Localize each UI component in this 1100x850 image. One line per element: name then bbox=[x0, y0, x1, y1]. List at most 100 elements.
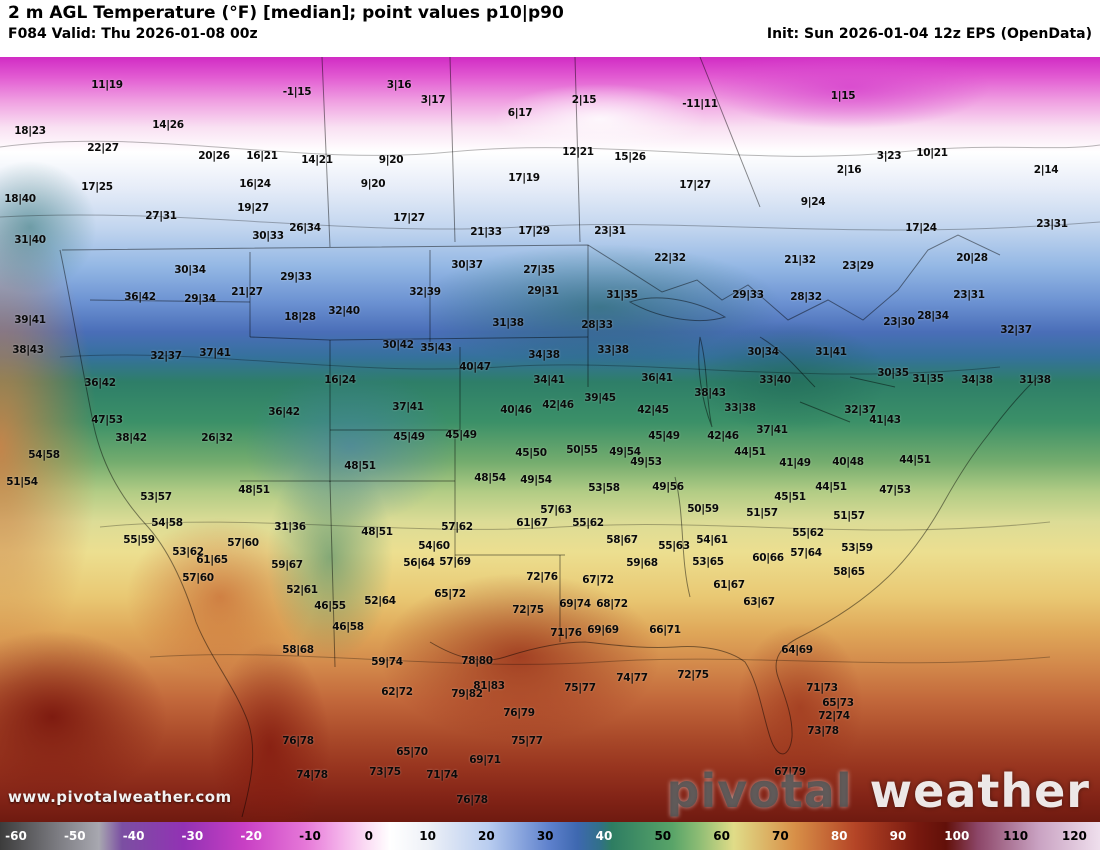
point-value: 65|73 bbox=[822, 697, 854, 709]
point-value: 36|41 bbox=[641, 372, 673, 384]
point-value: 42|46 bbox=[542, 399, 574, 411]
point-value: 55|62 bbox=[572, 517, 604, 529]
point-value: 44|51 bbox=[815, 481, 847, 493]
point-value: 11|19 bbox=[91, 79, 123, 91]
point-value: 40|46 bbox=[500, 404, 532, 416]
point-value: 57|60 bbox=[182, 572, 214, 584]
point-value: 59|68 bbox=[626, 557, 658, 569]
point-value: 55|59 bbox=[123, 534, 155, 546]
point-value: 51|57 bbox=[833, 510, 865, 522]
point-value: 23|31 bbox=[1036, 218, 1068, 230]
point-value: 26|32 bbox=[201, 432, 233, 444]
point-value: 33|38 bbox=[597, 344, 629, 356]
point-value: 74|78 bbox=[296, 769, 328, 781]
point-value: 58|68 bbox=[282, 644, 314, 656]
watermark-url: www.pivotalweather.com bbox=[8, 788, 232, 806]
point-value: 30|42 bbox=[382, 339, 414, 351]
point-value: 76|78 bbox=[282, 735, 314, 747]
point-value: 67|79 bbox=[774, 766, 806, 778]
point-value: 48|51 bbox=[361, 526, 393, 538]
point-value: 31|35 bbox=[606, 289, 638, 301]
point-value: 48|51 bbox=[238, 484, 270, 496]
map-title: 2 m AGL Temperature (°F) [median]; point… bbox=[8, 3, 564, 23]
temperature-colorbar: -60 -50 -40 -30 -20 -10 0 10 20 30 40 50 60 70 80 90 100… bbox=[0, 822, 1100, 850]
point-value: 38|43 bbox=[694, 387, 726, 399]
point-value: 38|43 bbox=[12, 344, 44, 356]
temperature-field bbox=[0, 57, 1100, 822]
point-value: 46|55 bbox=[314, 600, 346, 612]
point-value: 57|63 bbox=[540, 504, 572, 516]
point-value: 57|69 bbox=[439, 556, 471, 568]
point-value: 56|64 bbox=[403, 557, 435, 569]
point-value: 17|25 bbox=[81, 181, 113, 193]
point-value: 36|42 bbox=[84, 377, 116, 389]
point-value: 54|60 bbox=[418, 540, 450, 552]
point-value: 37|41 bbox=[199, 347, 231, 359]
logo-word-weather: weather bbox=[869, 764, 1090, 818]
colorbar-tick: -20 bbox=[240, 829, 263, 843]
point-value: 58|67 bbox=[606, 534, 638, 546]
point-value: 53|65 bbox=[692, 556, 724, 568]
temperature-map[interactable]: 11|19 -1|15 3|16 3|17 6|17 2|15 -11|11 1|15 18|2… bbox=[0, 57, 1100, 822]
point-value: 66|71 bbox=[649, 624, 681, 636]
point-value: 52|61 bbox=[286, 584, 318, 596]
point-value: 49|54 bbox=[520, 474, 552, 486]
point-value: 59|74 bbox=[371, 656, 403, 668]
point-value: 30|35 bbox=[877, 367, 909, 379]
point-value: 81|83 bbox=[473, 680, 505, 692]
point-value: 57|62 bbox=[441, 521, 473, 533]
point-value: 63|67 bbox=[743, 596, 775, 608]
point-value: 37|41 bbox=[392, 401, 424, 413]
point-value: 30|33 bbox=[252, 230, 284, 242]
colorbar-tick: -50 bbox=[63, 829, 86, 843]
point-value: 12|21 bbox=[562, 146, 594, 158]
point-value: 76|78 bbox=[456, 794, 488, 806]
point-value: 57|64 bbox=[790, 547, 822, 559]
point-value: 34|38 bbox=[528, 349, 560, 361]
point-value: 14|21 bbox=[301, 154, 333, 166]
point-value: 30|34 bbox=[747, 346, 779, 358]
point-value: 50|59 bbox=[687, 503, 719, 515]
point-value: 31|40 bbox=[14, 234, 46, 246]
point-value: 29|31 bbox=[527, 285, 559, 297]
point-value: 9|24 bbox=[800, 196, 826, 208]
point-value: 32|39 bbox=[409, 286, 441, 298]
point-value: 21|33 bbox=[470, 226, 502, 238]
point-value: 23|30 bbox=[883, 316, 915, 328]
point-value: 55|62 bbox=[792, 527, 824, 539]
point-value: 21|32 bbox=[784, 254, 816, 266]
point-value: 18|40 bbox=[4, 193, 36, 205]
colorbar-gradient bbox=[0, 822, 1100, 850]
point-value: 71|76 bbox=[550, 627, 582, 639]
point-value: 29|33 bbox=[732, 289, 764, 301]
point-value: 69|69 bbox=[587, 624, 619, 636]
point-value: 30|34 bbox=[174, 264, 206, 276]
point-value: 69|71 bbox=[469, 754, 501, 766]
logo-word-pivotal: pivotal bbox=[666, 764, 853, 818]
point-value: 72|75 bbox=[512, 604, 544, 616]
point-value: 20|28 bbox=[956, 252, 988, 264]
point-value: 10|21 bbox=[916, 147, 948, 159]
colorbar-tick: 100 bbox=[944, 829, 970, 843]
point-value: 19|27 bbox=[237, 202, 269, 214]
point-value: 54|58 bbox=[151, 517, 183, 529]
colorbar-tick: 10 bbox=[419, 829, 436, 843]
point-value: 42|46 bbox=[707, 430, 739, 442]
point-value: 20|26 bbox=[198, 150, 230, 162]
colorbar-tick: 30 bbox=[536, 829, 554, 843]
point-value: 53|62 bbox=[172, 546, 204, 558]
point-value: 53|57 bbox=[140, 491, 172, 503]
point-value: 23|31 bbox=[953, 289, 985, 301]
colorbar-tick: 20 bbox=[478, 829, 495, 843]
point-value: 17|27 bbox=[393, 212, 425, 224]
point-value: 9|20 bbox=[360, 178, 386, 190]
point-value: 38|42 bbox=[115, 432, 147, 444]
init-time-label: Init: Sun 2026-01-04 12z EPS (OpenData) bbox=[766, 26, 1092, 42]
point-value: 62|72 bbox=[381, 686, 413, 698]
point-value: 49|53 bbox=[630, 456, 662, 468]
colorbar-tick: -60 bbox=[5, 829, 27, 843]
point-value: 51|54 bbox=[6, 476, 38, 488]
point-value: 40|47 bbox=[459, 361, 491, 373]
point-value: 68|72 bbox=[596, 598, 628, 610]
